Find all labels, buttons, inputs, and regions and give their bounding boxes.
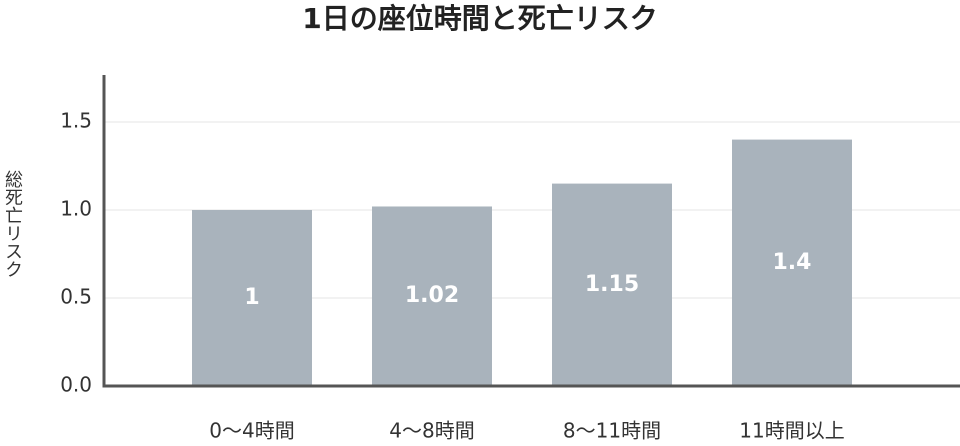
y-tick-label: 0.0 (60, 373, 92, 397)
y-tick-label: 1.5 (60, 109, 92, 133)
bar (372, 206, 492, 386)
y-tick-label: 1.0 (60, 197, 92, 221)
x-tick-label: 4〜8時間 (389, 419, 474, 443)
x-tick-label: 0〜4時間 (209, 419, 294, 443)
chart-title: 1日の座位時間と死亡リスク (302, 2, 657, 35)
y-axis-label: 総死亡リスク (2, 170, 23, 278)
bar (732, 139, 852, 386)
bar (552, 183, 672, 386)
x-tick-label: 8〜11時間 (563, 419, 661, 443)
bar (192, 210, 312, 386)
value-label: 1.15 (585, 272, 639, 297)
y-tick-label: 0.5 (60, 285, 92, 309)
value-label: 1.4 (773, 250, 812, 275)
x-tick-label: 11時間以上 (739, 419, 844, 443)
value-label: 1 (244, 285, 259, 310)
value-label: 1.02 (405, 283, 459, 308)
